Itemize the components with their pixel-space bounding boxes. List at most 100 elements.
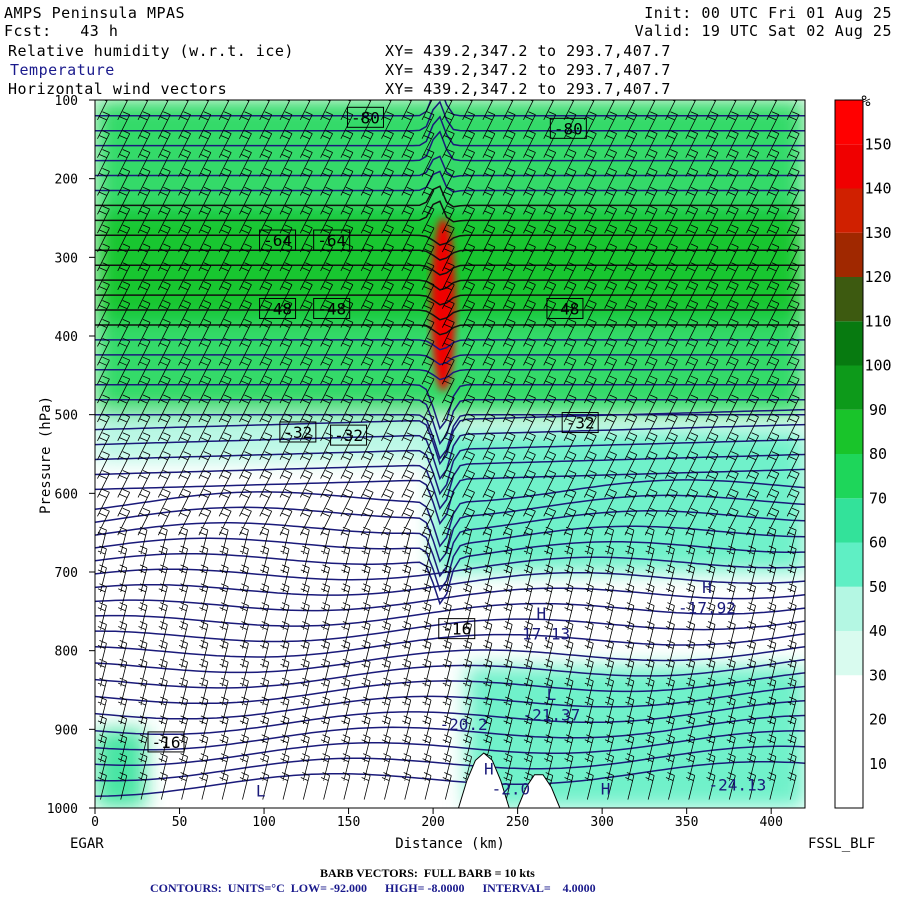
field-wind-name: Horizontal wind vectors — [8, 80, 228, 98]
temperature-contour-line — [95, 714, 805, 751]
contour-label-box — [330, 424, 368, 446]
colorbar-label: 60 — [869, 534, 887, 552]
colorbar-segment — [835, 542, 863, 587]
contour-label-box — [313, 229, 351, 251]
axes: 100 200 300 400 500 600 700 800 900 1000 0 50 100 150… — [47, 94, 783, 830]
colorbar-unit: % — [861, 92, 870, 110]
contour-label: -64 — [317, 231, 346, 250]
contour-label: -48 — [550, 299, 579, 318]
temperature-contour-line — [95, 408, 805, 466]
temperature-contour-line — [95, 618, 805, 643]
temperature-contour-line — [95, 423, 805, 481]
wind-barb-column — [360, 100, 374, 800]
colorbar-segment — [835, 144, 863, 189]
contour-label-box — [346, 106, 384, 128]
contour-label: -80 — [554, 119, 583, 138]
colorbar-label: 40 — [869, 622, 887, 640]
extremum-label: -17.92 — [678, 598, 736, 617]
extremum-label: L — [547, 685, 557, 704]
y-tick-label: 800 — [55, 645, 78, 660]
x-axis-title: Distance (km) — [395, 836, 505, 852]
wind-barb-column — [725, 100, 739, 800]
x-tick-label: 50 — [172, 815, 188, 830]
colorbar-segment — [835, 188, 863, 233]
temperature-contour-line — [95, 200, 805, 223]
temperature-contour-line — [95, 170, 805, 193]
temperature-contour-line — [95, 541, 805, 606]
field-wind-xy: XY= 439.2,347.2 to 293.7,407.7 — [385, 80, 671, 98]
colorbar-label: 140 — [864, 180, 891, 198]
temperature-contour-line — [95, 479, 805, 548]
temperature-contour-line — [95, 309, 805, 321]
colorbar-segment — [835, 365, 863, 410]
y-tick-label: 300 — [55, 251, 78, 266]
wind-barb-column — [299, 100, 313, 800]
wind-barb-column — [462, 100, 475, 800]
temperature-contour-line — [95, 730, 805, 766]
field-rh-xy: XY= 439.2,347.2 to 293.7,407.7 — [385, 42, 671, 60]
temperature-contour-line — [95, 571, 805, 596]
colorbar-segment — [835, 232, 863, 277]
extremum-label: -24.13 — [708, 775, 766, 794]
colorbar-frame — [834, 99, 864, 809]
colorbar-segment — [835, 719, 863, 764]
y-tick-label: 900 — [55, 723, 78, 738]
temperature-contour-line — [95, 339, 805, 351]
barb-legend: BARB VECTORS: FULL BARB = 10 kts — [320, 866, 535, 880]
wind-barb-column — [786, 100, 800, 800]
colorbar-segment — [835, 631, 863, 676]
contour-label: -48 — [263, 299, 292, 318]
y-tick-label: 400 — [55, 330, 78, 345]
x-tick-label: 350 — [675, 815, 698, 830]
colorbar-label: 30 — [869, 666, 887, 684]
colorbar-segment — [835, 454, 863, 499]
contour-label-box — [279, 421, 317, 443]
model-title: AMPS Peninsula MPAS — [4, 4, 186, 22]
plot-frame — [94, 99, 806, 809]
colorbar-label: 100 — [864, 357, 891, 375]
wind-barb-column — [543, 100, 557, 800]
extremum-label: H — [484, 760, 494, 779]
colorbar-segment — [835, 586, 863, 631]
wind-barb-column — [178, 100, 191, 800]
contour-label-box — [438, 618, 476, 640]
contour-label-box — [259, 229, 297, 251]
rh-region — [433, 430, 805, 572]
temperature-contour-line — [95, 234, 805, 246]
extremum-label: L — [256, 782, 266, 801]
wind-barb-column — [685, 100, 699, 800]
temperature-contour-line — [95, 100, 805, 117]
colorbar-label: 150 — [864, 135, 891, 153]
wind-barb-column — [644, 100, 658, 800]
contour-label: -16 — [442, 620, 471, 639]
extremum-label: -21.37 — [523, 705, 581, 724]
wind-barb-column — [482, 100, 496, 800]
rh-colorbar: 10 20 30 40 50 60 70 80 90 100 110 120 130 140 150% — [834, 92, 892, 809]
colorbar-segment — [835, 277, 863, 322]
colorbar-label: 10 — [869, 755, 887, 773]
wind-barb-column — [705, 100, 719, 800]
wind-barb-column — [97, 100, 110, 800]
left-station-label: EGAR — [70, 836, 104, 852]
right-station-label: FSSL_BLF — [808, 836, 875, 852]
wind-barb-column — [746, 100, 759, 800]
extremum-label: -2.0 — [492, 779, 531, 798]
contour-legend: CONTOURS: UNITS=°C LOW= -92.000 HIGH= -8… — [150, 881, 596, 895]
wind-barb-column — [766, 100, 780, 800]
temperature-contour-line — [95, 294, 805, 306]
contour-label: -32 — [334, 426, 363, 445]
wind-barb-column — [320, 100, 333, 800]
wind-barb-column — [624, 100, 638, 800]
y-tick-label: 200 — [55, 173, 78, 188]
colorbar-segment — [835, 763, 863, 808]
colorbar-label: 130 — [864, 224, 891, 242]
extremum-label: H — [601, 779, 611, 798]
extremum-label: H — [536, 604, 546, 623]
temperature-contour-line — [95, 115, 805, 147]
wind-barb-column — [279, 100, 293, 800]
contour-label-box — [259, 297, 297, 319]
wind-barb-column — [523, 100, 536, 800]
extremum-label: -20.2 — [439, 715, 487, 734]
y-tick-label: 100 — [55, 94, 78, 109]
